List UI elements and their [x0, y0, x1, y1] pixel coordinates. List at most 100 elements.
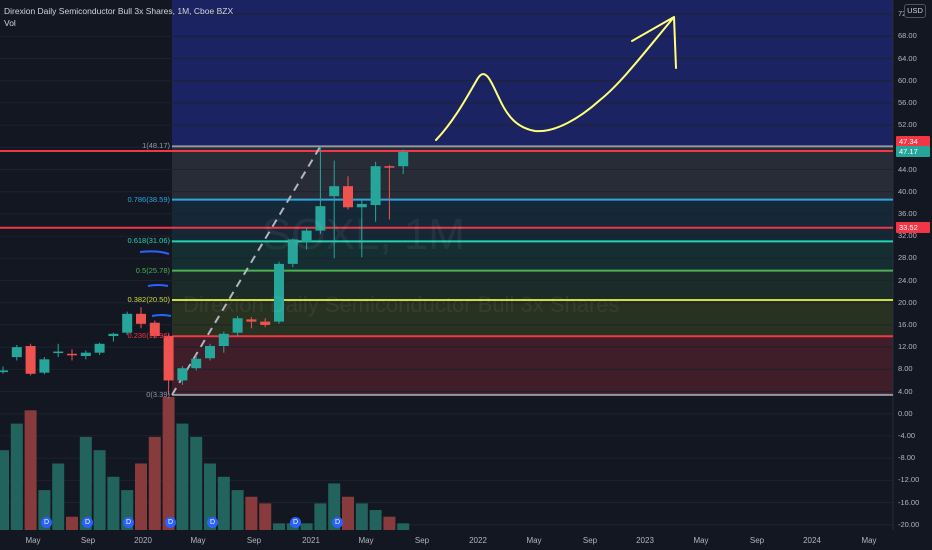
time-tick: Sep	[414, 536, 430, 545]
candle-body	[329, 186, 340, 197]
price-tick: -20.00	[898, 519, 920, 529]
volume-bar	[176, 423, 189, 530]
candle-body	[163, 336, 174, 381]
time-tick: May	[693, 536, 709, 545]
fib-level-label: 0.618(31.06)	[127, 236, 170, 246]
candle-body	[0, 370, 8, 373]
candle-body	[191, 358, 202, 369]
fib-zone	[172, 270, 893, 300]
volume-bar	[314, 503, 327, 530]
volume-bar	[190, 436, 203, 530]
price-tick: -4.00	[898, 430, 916, 440]
volume-bar	[66, 516, 78, 530]
dividend-icon[interactable]: D	[123, 517, 134, 528]
time-tick: May	[190, 536, 206, 545]
chart-legend: Direxion Daily Semiconductor Bull 3x Sha…	[4, 5, 233, 29]
price-tick: 44.00	[898, 164, 917, 174]
dividend-icon[interactable]: D	[207, 517, 218, 528]
volume-bar	[273, 523, 285, 530]
candle-body	[384, 166, 395, 168]
candle-body	[232, 318, 243, 333]
volume-bar	[259, 503, 272, 530]
volume-bar	[107, 476, 120, 530]
price-tick: 68.00	[898, 31, 917, 41]
candle-body	[315, 206, 326, 231]
time-tick: 2024	[803, 536, 821, 545]
dividend-icon[interactable]: D	[82, 517, 93, 528]
dividend-icon[interactable]: D	[332, 517, 343, 528]
price-tick: 28.00	[898, 253, 917, 263]
fib-zone	[172, 146, 893, 200]
time-tick: Sep	[749, 536, 765, 545]
fib-level-label: 0.236(13.96)	[127, 331, 170, 341]
candle-body	[94, 343, 105, 353]
candle-body	[356, 203, 367, 208]
candle-body	[11, 347, 22, 358]
name-watermark: Direxion Daily Semiconductor Bull 3x Sha…	[183, 292, 620, 317]
price-badge: 47.17	[896, 146, 930, 157]
volume-bar	[300, 523, 313, 530]
projection-arrow	[435, 16, 677, 141]
dividend-icon[interactable]: D	[41, 517, 52, 528]
price-tick: 8.00	[898, 364, 913, 374]
price-tick: 4.00	[898, 386, 913, 396]
price-tick: 24.00	[898, 275, 917, 285]
time-tick: 2022	[469, 536, 487, 545]
time-tick: 2020	[134, 536, 152, 545]
time-tick: May	[25, 536, 41, 545]
volume-bar	[355, 503, 368, 530]
candle-body	[39, 359, 50, 373]
price-tick: 56.00	[898, 97, 917, 107]
candle-body	[274, 263, 284, 322]
volume-bar	[135, 463, 147, 530]
symbol-watermark: SOXL, 1M	[262, 210, 465, 259]
candle-body	[370, 166, 381, 206]
price-tick: 40.00	[898, 186, 917, 196]
time-tick: May	[358, 536, 374, 545]
time-tick: Sep	[80, 536, 96, 545]
volume-bar	[162, 397, 175, 530]
volume-bar	[52, 463, 65, 530]
blue-underline-1	[139, 250, 170, 255]
price-tick: 32.00	[898, 231, 917, 241]
fib-trend-line	[171, 145, 322, 396]
price-tick: 60.00	[898, 75, 917, 85]
candle-body	[398, 151, 409, 167]
price-tick: -16.00	[898, 497, 920, 507]
volume-bar	[79, 436, 92, 530]
dividend-icon[interactable]: D	[165, 517, 176, 528]
candle-body	[67, 353, 77, 356]
candle-body	[108, 333, 119, 337]
price-tick: 36.00	[898, 208, 917, 218]
price-tick: 12.00	[898, 342, 917, 352]
currency-button[interactable]: USD	[904, 4, 926, 18]
candle-body	[25, 346, 36, 374]
time-tick: Sep	[246, 536, 262, 545]
volume-indicator-label[interactable]: Vol	[4, 18, 16, 28]
fib-zone	[172, 199, 893, 242]
volume-bar	[10, 423, 23, 530]
volume-bar	[397, 523, 410, 530]
candle-body	[136, 313, 146, 324]
time-tick: 2021	[302, 536, 320, 545]
volume-bar	[383, 516, 396, 530]
candle-body	[122, 313, 133, 333]
symbol-title[interactable]: Direxion Daily Semiconductor Bull 3x Sha…	[4, 6, 234, 16]
price-tick: -12.00	[898, 475, 920, 485]
fib-level-label: 0.5(25.78)	[135, 265, 170, 275]
time-tick: May	[526, 536, 542, 545]
candle-body	[260, 321, 271, 325]
candle-body	[287, 239, 298, 264]
blue-underline-2	[147, 284, 169, 287]
volume-bar	[24, 410, 37, 530]
volume-bar	[204, 463, 216, 530]
fib-level-label: 0.786(38.59)	[127, 194, 170, 204]
candle-body	[205, 346, 215, 359]
price-badge: 33.52	[896, 222, 930, 233]
projection-zone	[172, 0, 893, 147]
volume-bar	[231, 490, 244, 530]
volume-bar	[245, 496, 258, 530]
candle-body	[343, 186, 353, 208]
dividend-icon[interactable]: D	[290, 517, 301, 528]
